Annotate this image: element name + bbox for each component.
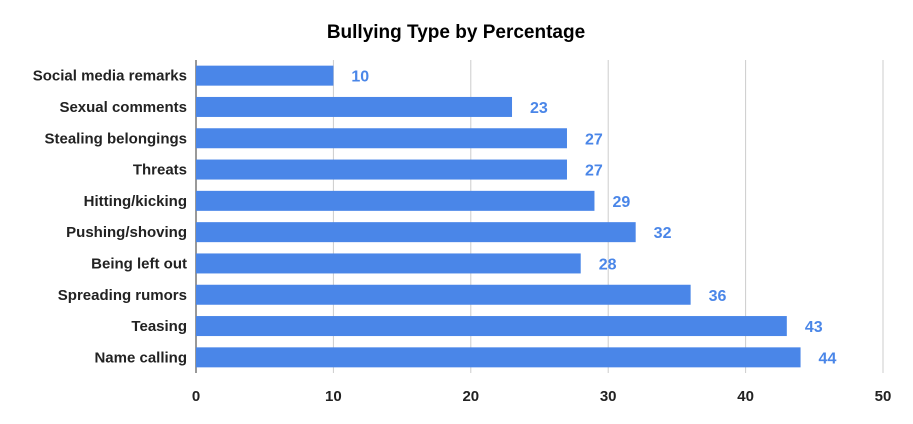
data-label: 23 [530,100,548,117]
category-label: Hitting/kicking [84,193,187,210]
x-tick-label: 20 [462,388,479,405]
data-label: 10 [351,69,369,86]
category-label: Being left out [91,255,187,272]
x-tick-label: 10 [325,388,342,405]
data-label: 36 [709,288,727,305]
bar [196,159,567,180]
x-tick-label: 0 [192,388,200,405]
chart-title: Bullying Type by Percentage [327,22,585,43]
bar [196,65,334,86]
data-labels: 10 23 27 27 29 32 28 36 43 44 [351,69,836,368]
data-label: 44 [819,350,837,367]
bar [196,128,567,149]
x-tick-label: 40 [737,388,754,405]
data-label: 43 [805,319,823,336]
bar [196,284,691,305]
bars [196,65,801,368]
category-label: Spreading rumors [58,287,187,304]
category-label: Stealing belongings [44,130,187,147]
category-labels: Social media remarks Sexual comments Steal… [33,68,187,367]
data-label: 32 [654,225,672,242]
category-label: Pushing/shoving [66,224,187,241]
data-label: 29 [612,194,630,211]
category-label: Name calling [94,349,187,366]
x-tick-label: 50 [875,388,892,405]
x-tick-label: 30 [600,388,617,405]
category-label: Sexual comments [59,99,187,116]
bar [196,316,787,337]
x-axis-tick-labels: 0 10 20 30 40 50 [192,388,892,405]
data-label: 28 [599,256,617,273]
data-label: 27 [585,163,603,180]
category-label: Social media remarks [33,68,187,85]
bar [196,96,513,117]
data-label: 27 [585,131,603,148]
category-label: Teasing [131,318,187,335]
bar [196,253,581,274]
category-label: Threats [133,162,187,179]
bar [196,190,595,211]
bar [196,347,801,368]
bar [196,222,636,243]
